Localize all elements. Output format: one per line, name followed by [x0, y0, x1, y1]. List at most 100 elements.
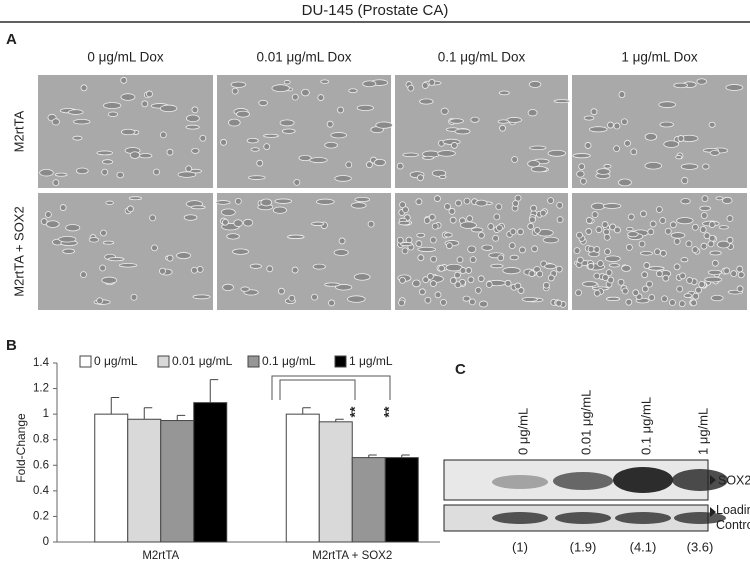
- quantification-label: (1): [512, 539, 528, 554]
- cell: [54, 172, 68, 177]
- cell: [440, 298, 447, 306]
- cell: [627, 231, 639, 238]
- cell: [572, 153, 591, 159]
- cell: [613, 122, 621, 130]
- cell: [146, 90, 153, 98]
- cell: [415, 198, 423, 206]
- cell: [40, 218, 48, 225]
- cell: [603, 233, 611, 241]
- y-tick-label: 1: [43, 408, 49, 420]
- cell: [583, 115, 595, 121]
- cell: [716, 240, 731, 249]
- cell: [659, 121, 674, 128]
- cell: [699, 226, 707, 233]
- cell: [232, 248, 250, 255]
- bar: [94, 413, 129, 543]
- lane-label: 0 μg/mL: [515, 408, 530, 455]
- column-label: 1 μg/mL Dox: [621, 50, 698, 65]
- cell: [722, 196, 733, 204]
- cell: [466, 215, 474, 222]
- cell: [233, 219, 243, 227]
- cell: [602, 203, 622, 209]
- error-bar: [401, 454, 410, 458]
- cell: [291, 93, 299, 101]
- cell: [59, 204, 67, 211]
- quantification-label: (4.1): [630, 539, 657, 554]
- cell: [417, 246, 436, 252]
- cell: [367, 220, 375, 228]
- y-tick-label: 1.2: [33, 383, 49, 395]
- cell: [625, 298, 633, 306]
- cell: [508, 242, 516, 250]
- cell: [350, 202, 367, 209]
- cell: [196, 265, 204, 273]
- cell: [736, 285, 744, 293]
- cell: [696, 78, 707, 85]
- cell: [455, 199, 462, 207]
- cell: [613, 145, 620, 153]
- cell: [398, 299, 405, 307]
- cell: [454, 281, 462, 289]
- cell: [423, 217, 431, 224]
- cell: [279, 119, 295, 127]
- cell: [664, 227, 672, 235]
- cell: [726, 236, 734, 244]
- cell: [695, 286, 702, 294]
- cell: [624, 139, 631, 147]
- cell: [417, 254, 425, 262]
- cell: [708, 121, 716, 128]
- cell: [625, 243, 633, 251]
- cell: [663, 140, 680, 148]
- cell: [481, 244, 494, 251]
- cell: [347, 295, 366, 303]
- cell: [416, 232, 426, 238]
- cell: [159, 267, 166, 275]
- cell: [528, 270, 536, 277]
- cell: [293, 178, 301, 186]
- cell: [166, 148, 174, 156]
- cell: [555, 265, 563, 273]
- legend-label: 1 μg/mL: [349, 354, 393, 368]
- cell: [639, 251, 653, 256]
- cell: [641, 285, 649, 293]
- column-label: 0 μg/mL Dox: [87, 50, 164, 65]
- cell: [421, 82, 429, 89]
- legend-label: 0.1 μg/mL: [262, 354, 316, 368]
- y-tick-label: 1.4: [33, 357, 50, 369]
- cell: [326, 120, 334, 128]
- cell: [159, 104, 178, 113]
- cell: [467, 276, 475, 284]
- cell: [498, 90, 510, 96]
- error-bar: [368, 454, 377, 458]
- cell: [691, 246, 699, 254]
- cell: [597, 260, 604, 267]
- cell: [700, 212, 708, 219]
- cell: [527, 109, 538, 117]
- cell: [730, 270, 738, 278]
- cell: [644, 132, 658, 141]
- cell: [593, 289, 601, 297]
- cell: [151, 244, 158, 252]
- cell: [263, 133, 279, 138]
- cell: [215, 200, 231, 205]
- cell: [530, 165, 548, 173]
- cell: [430, 280, 437, 287]
- cell: [309, 157, 328, 164]
- cell: [366, 161, 373, 169]
- cell: [539, 209, 547, 217]
- cell: [593, 272, 601, 280]
- cell: [490, 263, 504, 269]
- cell: [708, 234, 716, 242]
- cell: [72, 135, 83, 141]
- cell: [246, 137, 259, 144]
- figure-title: DU-145 (Prostate CA): [302, 2, 449, 19]
- cell: [605, 296, 621, 301]
- cell: [462, 295, 471, 302]
- y-tick-label: 0.8: [33, 434, 49, 446]
- cell: [463, 197, 471, 205]
- cell: [333, 249, 349, 256]
- cell: [73, 119, 91, 125]
- cell: [530, 204, 537, 212]
- cell: [699, 205, 711, 212]
